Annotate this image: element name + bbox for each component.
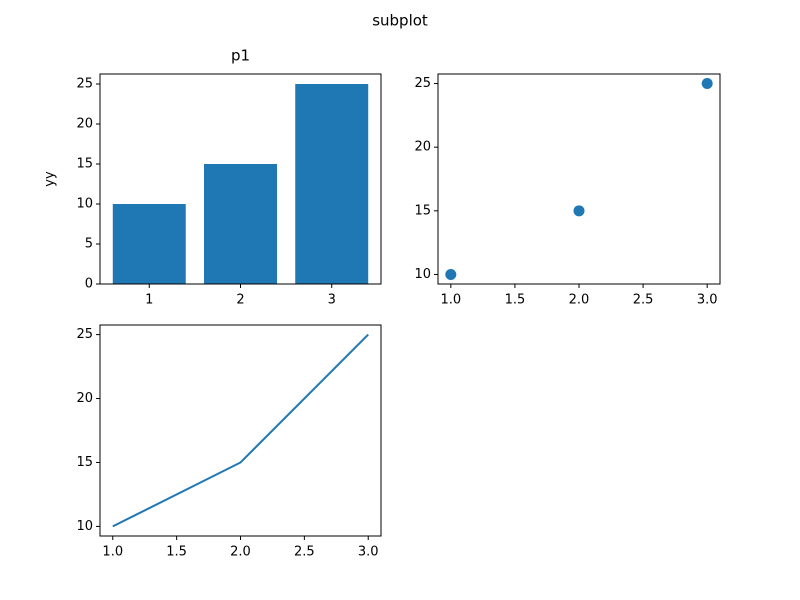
x-tick-label: 1.5 <box>166 545 187 560</box>
bar <box>295 84 369 284</box>
x-tick-label: 1.5 <box>505 293 526 308</box>
chart-title: p1 <box>231 47 250 65</box>
y-tick-label: 15 <box>76 157 93 172</box>
y-tick-label: 25 <box>76 77 93 92</box>
figure-title: subplot <box>372 12 428 30</box>
x-tick-label: 2 <box>236 293 244 308</box>
x-tick-label: 3.0 <box>697 293 718 308</box>
point <box>701 78 713 90</box>
x-tick-label: 2.0 <box>569 293 590 308</box>
point <box>445 268 457 280</box>
y-tick-label: 0 <box>85 277 93 292</box>
y-tick-label: 15 <box>76 455 93 470</box>
x-tick-label: 1 <box>145 293 153 308</box>
point <box>573 205 585 217</box>
line <box>112 333 369 528</box>
x-tick-label: 3 <box>328 293 336 308</box>
axes-frame <box>99 73 382 285</box>
y-tick-label: 10 <box>76 519 93 534</box>
y-tick-label: 10 <box>414 267 431 282</box>
axes-frame <box>437 73 721 285</box>
x-tick-label: 2.5 <box>294 545 315 560</box>
x-tick-label: 3.0 <box>358 545 379 560</box>
y-tick-label: 25 <box>414 76 431 91</box>
y-tick-label: 25 <box>76 327 93 342</box>
y-tick-label: 15 <box>414 203 431 218</box>
bar <box>204 164 277 284</box>
y-tick-label: 5 <box>85 237 93 252</box>
bar <box>112 204 186 284</box>
x-tick-label: 2.0 <box>230 545 251 560</box>
x-tick-label: 1.0 <box>102 545 123 560</box>
x-tick-label: 1.0 <box>440 293 461 308</box>
x-tick-label: 2.5 <box>633 293 654 308</box>
y-tick-label: 20 <box>414 140 431 155</box>
y-tick-label: 20 <box>76 117 93 132</box>
y-tick-label: 20 <box>76 391 93 406</box>
axes-frame <box>99 324 382 537</box>
y-tick-label: 10 <box>76 197 93 212</box>
y-axis-label: yy <box>43 171 58 187</box>
